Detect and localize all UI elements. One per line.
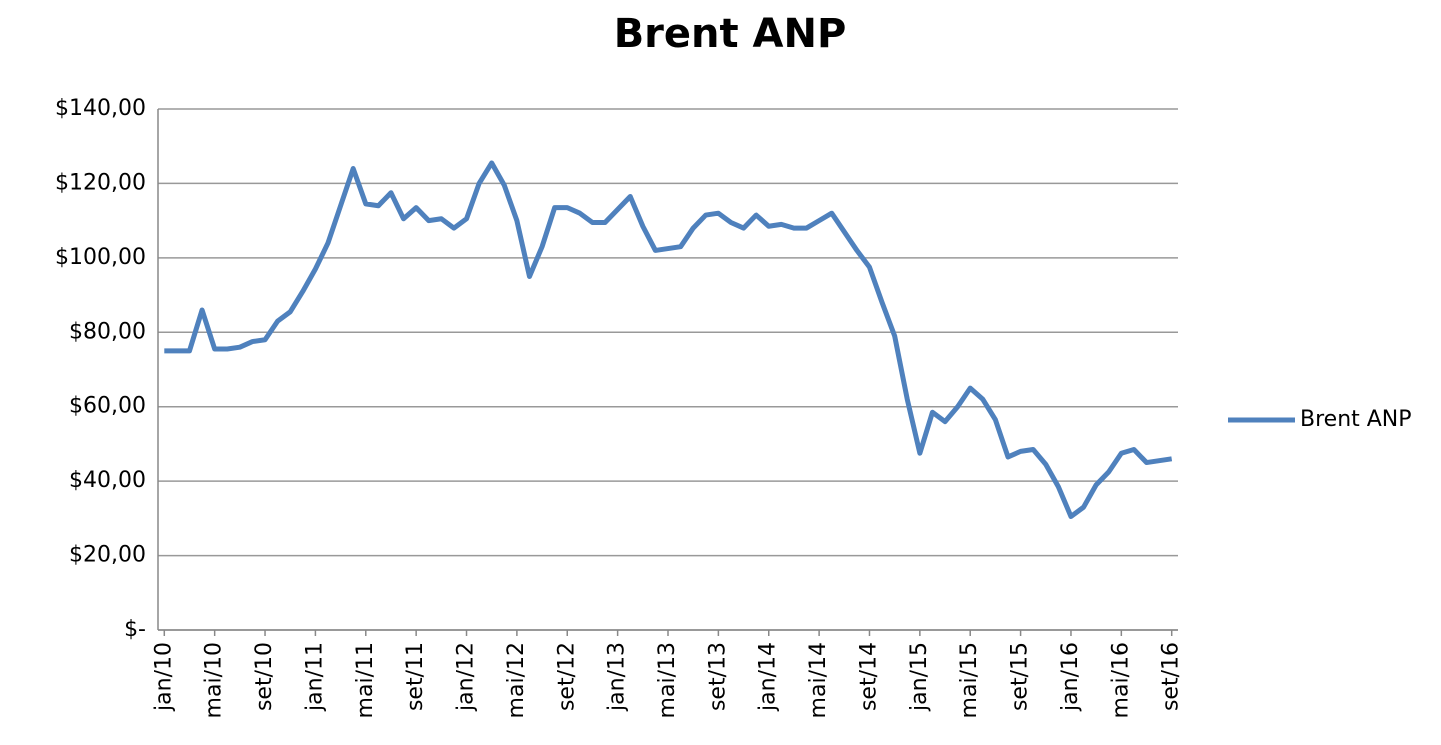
x-tick-label: mai/11 [353,642,378,718]
x-tick-label: mai/15 [957,642,982,718]
x-tick-label: set/13 [705,642,730,711]
x-tick-label: jan/15 [907,642,932,712]
x-tick-label: jan/14 [756,642,781,712]
x-tick-label: mai/14 [806,642,831,718]
y-tick-label: $40,00 [69,468,146,493]
y-tick-label: $120,00 [55,170,146,195]
x-tick-label: set/15 [1008,642,1033,711]
x-tick-label: jan/10 [151,642,176,712]
y-tick-label: $80,00 [69,319,146,344]
x-tick-label: mai/12 [504,642,529,718]
x-tick-label: set/10 [252,642,277,711]
chart-title: Brent ANP [614,11,847,57]
x-tick-label: set/14 [856,642,881,711]
x-tick-label: jan/12 [454,642,479,712]
y-tick-label: $140,00 [55,96,146,121]
x-tick-label: set/11 [403,642,428,711]
x-tick-label: jan/16 [1058,642,1083,712]
y-tick-label: $- [124,617,146,642]
x-tick-label: set/12 [554,642,579,711]
y-tick-label: $100,00 [55,245,146,270]
x-tick-label: jan/13 [605,642,630,712]
x-tick-label: set/16 [1159,642,1184,711]
x-tick-label: mai/13 [655,642,680,718]
line-series [164,160,1173,519]
x-tick-label: mai/16 [1108,642,1133,718]
x-tick-label: mai/10 [202,642,227,718]
legend-label: Brent ANP [1300,407,1412,432]
y-tick-label: $20,00 [69,543,146,568]
y-tick-label: $60,00 [69,394,146,419]
x-tick-label: jan/11 [302,642,327,712]
